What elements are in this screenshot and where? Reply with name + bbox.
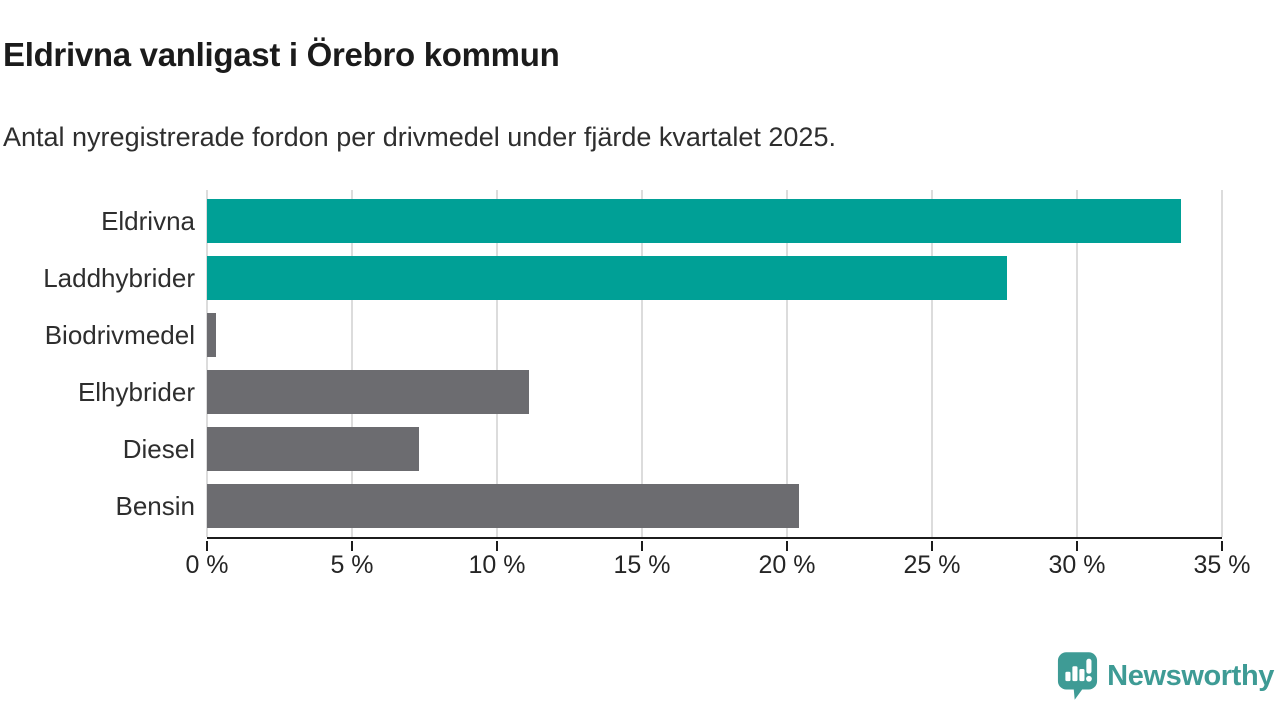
newsworthy-logo-text: Newsworthy: [1107, 659, 1274, 692]
x-tick-label-5: 5 %: [330, 551, 374, 579]
x-tick-label-0: 0 %: [185, 551, 229, 579]
newsworthy-logo[interactable]: Newsworthy: [1057, 651, 1274, 701]
bar-biodrivmedel: [207, 313, 216, 357]
bar-bensin: [207, 484, 799, 528]
gridline-10: [496, 190, 498, 537]
chart-title: Eldrivna vanligast i Örebro kommun: [3, 36, 560, 73]
bar-elhybrider: [207, 370, 529, 414]
x-tick-label-30: 30 %: [1048, 551, 1106, 579]
category-label-laddhybrider: Laddhybrider: [43, 262, 195, 293]
bar-eldrivna: [207, 199, 1182, 243]
category-label-eldrivna: Eldrivna: [101, 205, 195, 236]
newsworthy-bar-chart-bubble-icon: [1057, 651, 1098, 701]
gridline-15: [641, 190, 643, 537]
gridline-5: [351, 190, 353, 537]
gridline-20: [786, 190, 788, 537]
gridline-30: [1076, 190, 1078, 537]
category-label-elhybrider: Elhybrider: [77, 376, 195, 407]
x-tick-label-35: 35 %: [1193, 551, 1251, 579]
x-axis-tick-labels: 0 % 5 % 10 % 15 % 20 % 25 % 30 % 35 %: [185, 551, 1250, 581]
x-tick-5: [351, 541, 353, 551]
x-tick-label-10: 10 %: [468, 551, 526, 579]
bar-diesel: [207, 427, 419, 471]
x-tick-0: [206, 541, 208, 551]
x-tick-15: [641, 541, 643, 551]
x-tick-10: [496, 541, 498, 551]
plot-area: [206, 190, 1223, 539]
gridline-25: [931, 190, 933, 537]
category-label-bensin: Bensin: [115, 490, 196, 521]
bar-laddhybrider: [207, 256, 1008, 300]
chart-subtitle: Antal nyregistrerade fordon per drivmede…: [3, 122, 836, 152]
category-label-biodrivmedel: Biodrivmedel: [44, 319, 195, 350]
x-tick-30: [1076, 541, 1078, 551]
x-tick-label-20: 20 %: [758, 551, 816, 579]
gridline-35: [1221, 190, 1223, 537]
x-axis-ticks: [206, 541, 1223, 551]
x-tick-20: [786, 541, 788, 551]
y-axis-category-labels: Eldrivna Laddhybrider Biodrivmedel Elhybrid…: [0, 190, 195, 539]
category-label-diesel: Diesel: [122, 433, 195, 464]
x-tick-35: [1221, 541, 1223, 551]
x-tick-25: [931, 541, 933, 551]
x-tick-label-15: 15 %: [613, 551, 671, 579]
gridline-0: [206, 190, 208, 537]
x-tick-label-25: 25 %: [903, 551, 961, 579]
